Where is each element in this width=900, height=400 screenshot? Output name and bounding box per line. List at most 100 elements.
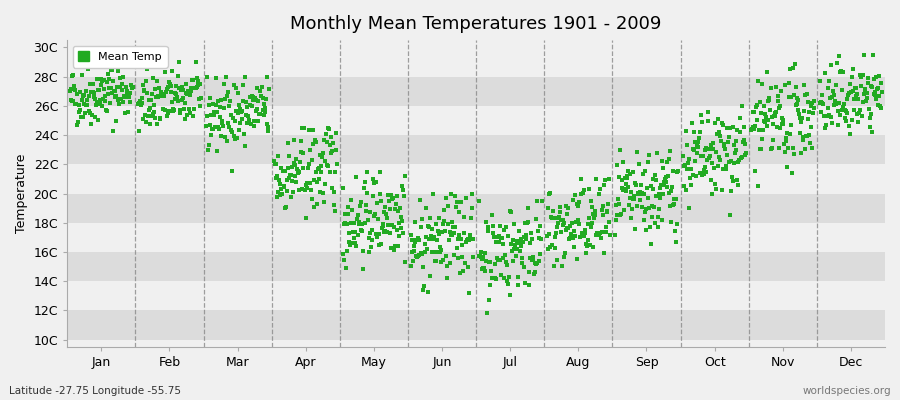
Point bbox=[88, 113, 103, 120]
Point bbox=[659, 174, 673, 181]
Point bbox=[589, 176, 603, 182]
Point bbox=[609, 162, 624, 168]
Point bbox=[853, 72, 868, 78]
Point bbox=[454, 199, 468, 205]
Point bbox=[233, 106, 248, 113]
Point bbox=[695, 119, 709, 125]
Point bbox=[319, 130, 333, 137]
Point bbox=[800, 116, 814, 122]
Point bbox=[805, 145, 819, 151]
Point bbox=[530, 198, 544, 204]
Point bbox=[635, 190, 650, 196]
Point bbox=[860, 95, 875, 101]
Point bbox=[278, 204, 293, 211]
Point bbox=[368, 210, 382, 217]
Point bbox=[722, 158, 736, 165]
Point bbox=[857, 90, 871, 97]
Point bbox=[447, 252, 462, 258]
Point bbox=[119, 84, 133, 90]
Point bbox=[202, 142, 216, 148]
Point bbox=[249, 108, 264, 114]
Point bbox=[548, 234, 562, 240]
Point bbox=[609, 202, 624, 208]
Point bbox=[220, 93, 234, 100]
Text: Latitude -27.75 Longitude -55.75: Latitude -27.75 Longitude -55.75 bbox=[9, 386, 181, 396]
Point bbox=[582, 186, 597, 192]
Point bbox=[176, 87, 190, 93]
Point bbox=[101, 91, 115, 98]
Point bbox=[313, 168, 328, 175]
Point bbox=[653, 195, 668, 202]
Point bbox=[842, 81, 857, 88]
Point bbox=[752, 78, 766, 84]
Point bbox=[578, 227, 592, 233]
Point bbox=[292, 187, 306, 193]
Point bbox=[525, 256, 539, 263]
Point bbox=[721, 139, 735, 145]
Point bbox=[73, 89, 87, 96]
Point bbox=[733, 129, 747, 135]
Point bbox=[594, 206, 608, 213]
Point bbox=[780, 130, 795, 136]
Point bbox=[118, 110, 132, 116]
Point bbox=[837, 107, 851, 113]
Point bbox=[178, 100, 193, 106]
Point bbox=[627, 226, 642, 232]
Point bbox=[192, 96, 206, 103]
Point bbox=[554, 228, 569, 235]
Point bbox=[751, 183, 765, 190]
Point bbox=[360, 190, 374, 196]
Point bbox=[709, 148, 724, 155]
Point bbox=[101, 70, 115, 77]
Point bbox=[157, 92, 171, 98]
Point bbox=[250, 85, 265, 92]
Point bbox=[338, 220, 353, 227]
Point bbox=[291, 168, 305, 174]
Point bbox=[441, 203, 455, 209]
Point bbox=[374, 241, 388, 248]
Point bbox=[642, 205, 656, 211]
Point bbox=[437, 227, 452, 234]
Point bbox=[723, 125, 737, 131]
Point bbox=[748, 123, 762, 129]
Point bbox=[705, 160, 719, 167]
Point bbox=[369, 178, 383, 185]
Point bbox=[618, 181, 633, 187]
Point bbox=[348, 243, 363, 250]
Point bbox=[658, 176, 672, 182]
Point bbox=[151, 93, 166, 99]
Point bbox=[596, 212, 610, 218]
Point bbox=[221, 89, 236, 95]
Point bbox=[779, 138, 794, 145]
Point bbox=[286, 160, 301, 166]
Point bbox=[659, 179, 673, 185]
Point bbox=[405, 249, 419, 256]
Point bbox=[670, 169, 684, 175]
Point bbox=[340, 248, 355, 254]
Point bbox=[651, 214, 665, 220]
Point bbox=[872, 93, 886, 99]
Point bbox=[757, 103, 771, 109]
Point bbox=[813, 100, 827, 106]
Point bbox=[814, 92, 829, 98]
Point bbox=[381, 222, 395, 228]
Point bbox=[533, 223, 547, 230]
Point bbox=[415, 216, 429, 222]
Point bbox=[522, 269, 536, 276]
Point bbox=[156, 106, 170, 112]
Point bbox=[792, 111, 806, 117]
Point bbox=[141, 106, 156, 113]
Point bbox=[320, 138, 335, 145]
Bar bbox=[68, 194, 885, 223]
Point bbox=[593, 230, 608, 236]
Point bbox=[138, 112, 152, 118]
Point bbox=[383, 192, 398, 198]
Point bbox=[842, 90, 857, 96]
Point bbox=[796, 108, 811, 114]
Point bbox=[391, 243, 405, 249]
Point bbox=[825, 88, 840, 94]
Point bbox=[289, 155, 303, 162]
Point bbox=[208, 75, 222, 82]
Point bbox=[558, 250, 572, 256]
Point bbox=[158, 106, 172, 113]
